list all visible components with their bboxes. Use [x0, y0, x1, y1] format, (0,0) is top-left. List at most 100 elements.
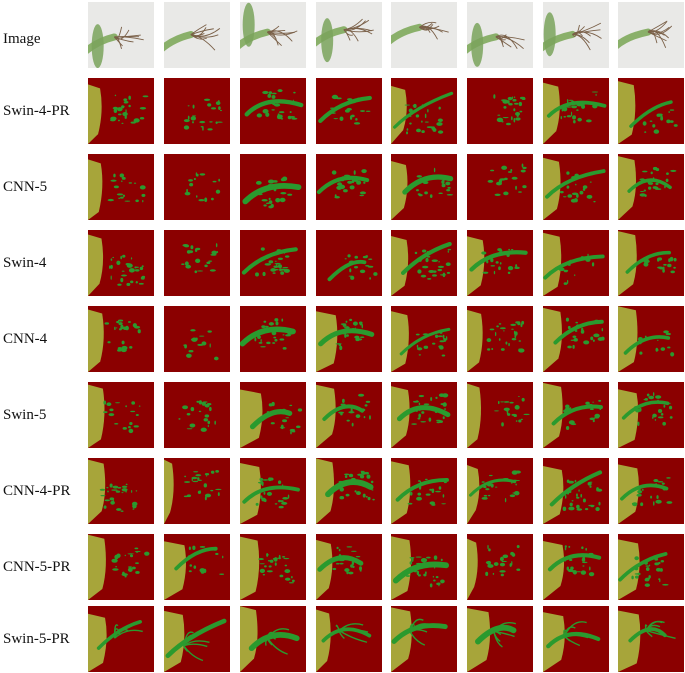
segmentation-mask-graphic: [467, 78, 533, 144]
segmentation-mask: [164, 534, 230, 600]
segmentation-mask-graphic: [88, 306, 154, 372]
row-label: CNN-4: [3, 331, 48, 347]
segmentation-mask: [391, 154, 457, 220]
segmentation-mask: [240, 606, 306, 672]
segmentation-mask: [240, 534, 306, 600]
segmentation-mask-graphic: [543, 606, 609, 672]
segmentation-mask: [164, 230, 230, 296]
segmentation-mask: [543, 382, 609, 448]
row-label: Swin-5-PR: [3, 631, 70, 647]
segmentation-mask: [618, 606, 684, 672]
segmentation-mask: [467, 382, 533, 448]
segmentation-mask: [467, 154, 533, 220]
seedling-photo-graphic: [316, 2, 382, 68]
segmentation-mask: [543, 458, 609, 524]
segmentation-mask-graphic: [164, 458, 230, 524]
segmentation-mask: [391, 78, 457, 144]
segmentation-mask-graphic: [391, 230, 457, 296]
segmentation-mask-graphic: [88, 458, 154, 524]
segmentation-mask-graphic: [316, 78, 382, 144]
segmentation-mask: [543, 534, 609, 600]
segmentation-mask-graphic: [88, 606, 154, 672]
segmentation-mask: [467, 606, 533, 672]
segmentation-mask-graphic: [391, 306, 457, 372]
segmentation-mask-graphic: [164, 606, 230, 672]
segmentation-mask: [88, 306, 154, 372]
segmentation-mask-graphic: [164, 382, 230, 448]
segmentation-mask-graphic: [88, 78, 154, 144]
row-label: CNN-4-PR: [3, 483, 71, 499]
segmentation-mask-graphic: [164, 78, 230, 144]
segmentation-mask-graphic: [543, 230, 609, 296]
seedling-photo: [88, 2, 154, 68]
row-label: CNN-5-PR: [3, 559, 71, 575]
segmentation-mask: [164, 306, 230, 372]
segmentation-mask: [88, 154, 154, 220]
segmentation-mask-graphic: [316, 154, 382, 220]
segmentation-mask: [240, 78, 306, 144]
segmentation-mask-graphic: [618, 606, 684, 672]
seedling-photo-graphic: [618, 2, 684, 68]
segmentation-mask: [240, 458, 306, 524]
segmentation-mask: [316, 306, 382, 372]
segmentation-mask: [467, 458, 533, 524]
segmentation-mask: [164, 154, 230, 220]
segmentation-mask: [240, 382, 306, 448]
segmentation-mask: [543, 154, 609, 220]
segmentation-mask: [164, 382, 230, 448]
segmentation-mask-graphic: [618, 78, 684, 144]
row-label: CNN-5: [3, 179, 48, 195]
segmentation-mask: [316, 78, 382, 144]
segmentation-mask-graphic: [391, 78, 457, 144]
segmentation-mask-graphic: [240, 230, 306, 296]
seedling-photo: [316, 2, 382, 68]
segmentation-mask-graphic: [240, 606, 306, 672]
segmentation-mask-graphic: [240, 458, 306, 524]
segmentation-mask-graphic: [618, 534, 684, 600]
segmentation-mask-graphic: [88, 382, 154, 448]
segmentation-mask: [88, 458, 154, 524]
seedling-photo-graphic: [164, 2, 230, 68]
segmentation-mask-graphic: [240, 78, 306, 144]
segmentation-mask: [618, 306, 684, 372]
segmentation-mask-graphic: [88, 230, 154, 296]
segmentation-mask-graphic: [618, 458, 684, 524]
segmentation-mask: [316, 534, 382, 600]
segmentation-mask-graphic: [88, 534, 154, 600]
segmentation-mask-graphic: [316, 458, 382, 524]
segmentation-mask-graphic: [618, 154, 684, 220]
segmentation-mask-graphic: [164, 230, 230, 296]
segmentation-mask-graphic: [618, 382, 684, 448]
segmentation-mask: [164, 78, 230, 144]
segmentation-mask-graphic: [467, 534, 533, 600]
seedling-photo-graphic: [467, 2, 533, 68]
segmentation-mask: [240, 154, 306, 220]
segmentation-mask-graphic: [391, 458, 457, 524]
segmentation-mask-graphic: [164, 306, 230, 372]
row-label: Image: [3, 31, 41, 47]
segmentation-mask-graphic: [164, 154, 230, 220]
segmentation-mask-graphic: [316, 382, 382, 448]
segmentation-mask: [618, 154, 684, 220]
segmentation-mask-graphic: [240, 534, 306, 600]
segmentation-mask-graphic: [467, 154, 533, 220]
segmentation-mask-graphic: [543, 306, 609, 372]
segmentation-mask-graphic: [467, 606, 533, 672]
segmentation-mask-graphic: [391, 154, 457, 220]
segmentation-mask: [316, 154, 382, 220]
segmentation-mask: [467, 230, 533, 296]
segmentation-mask-graphic: [618, 306, 684, 372]
segmentation-mask: [88, 606, 154, 672]
segmentation-mask: [391, 458, 457, 524]
segmentation-mask-graphic: [240, 154, 306, 220]
segmentation-mask: [316, 382, 382, 448]
segmentation-mask: [391, 306, 457, 372]
segmentation-mask-graphic: [316, 306, 382, 372]
seedling-photo: [618, 2, 684, 68]
segmentation-mask: [88, 534, 154, 600]
segmentation-mask-graphic: [240, 382, 306, 448]
segmentation-mask: [240, 230, 306, 296]
segmentation-mask: [164, 458, 230, 524]
segmentation-mask: [618, 534, 684, 600]
segmentation-mask: [543, 78, 609, 144]
